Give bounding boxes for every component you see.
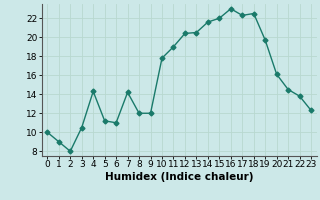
X-axis label: Humidex (Indice chaleur): Humidex (Indice chaleur) <box>105 172 253 182</box>
